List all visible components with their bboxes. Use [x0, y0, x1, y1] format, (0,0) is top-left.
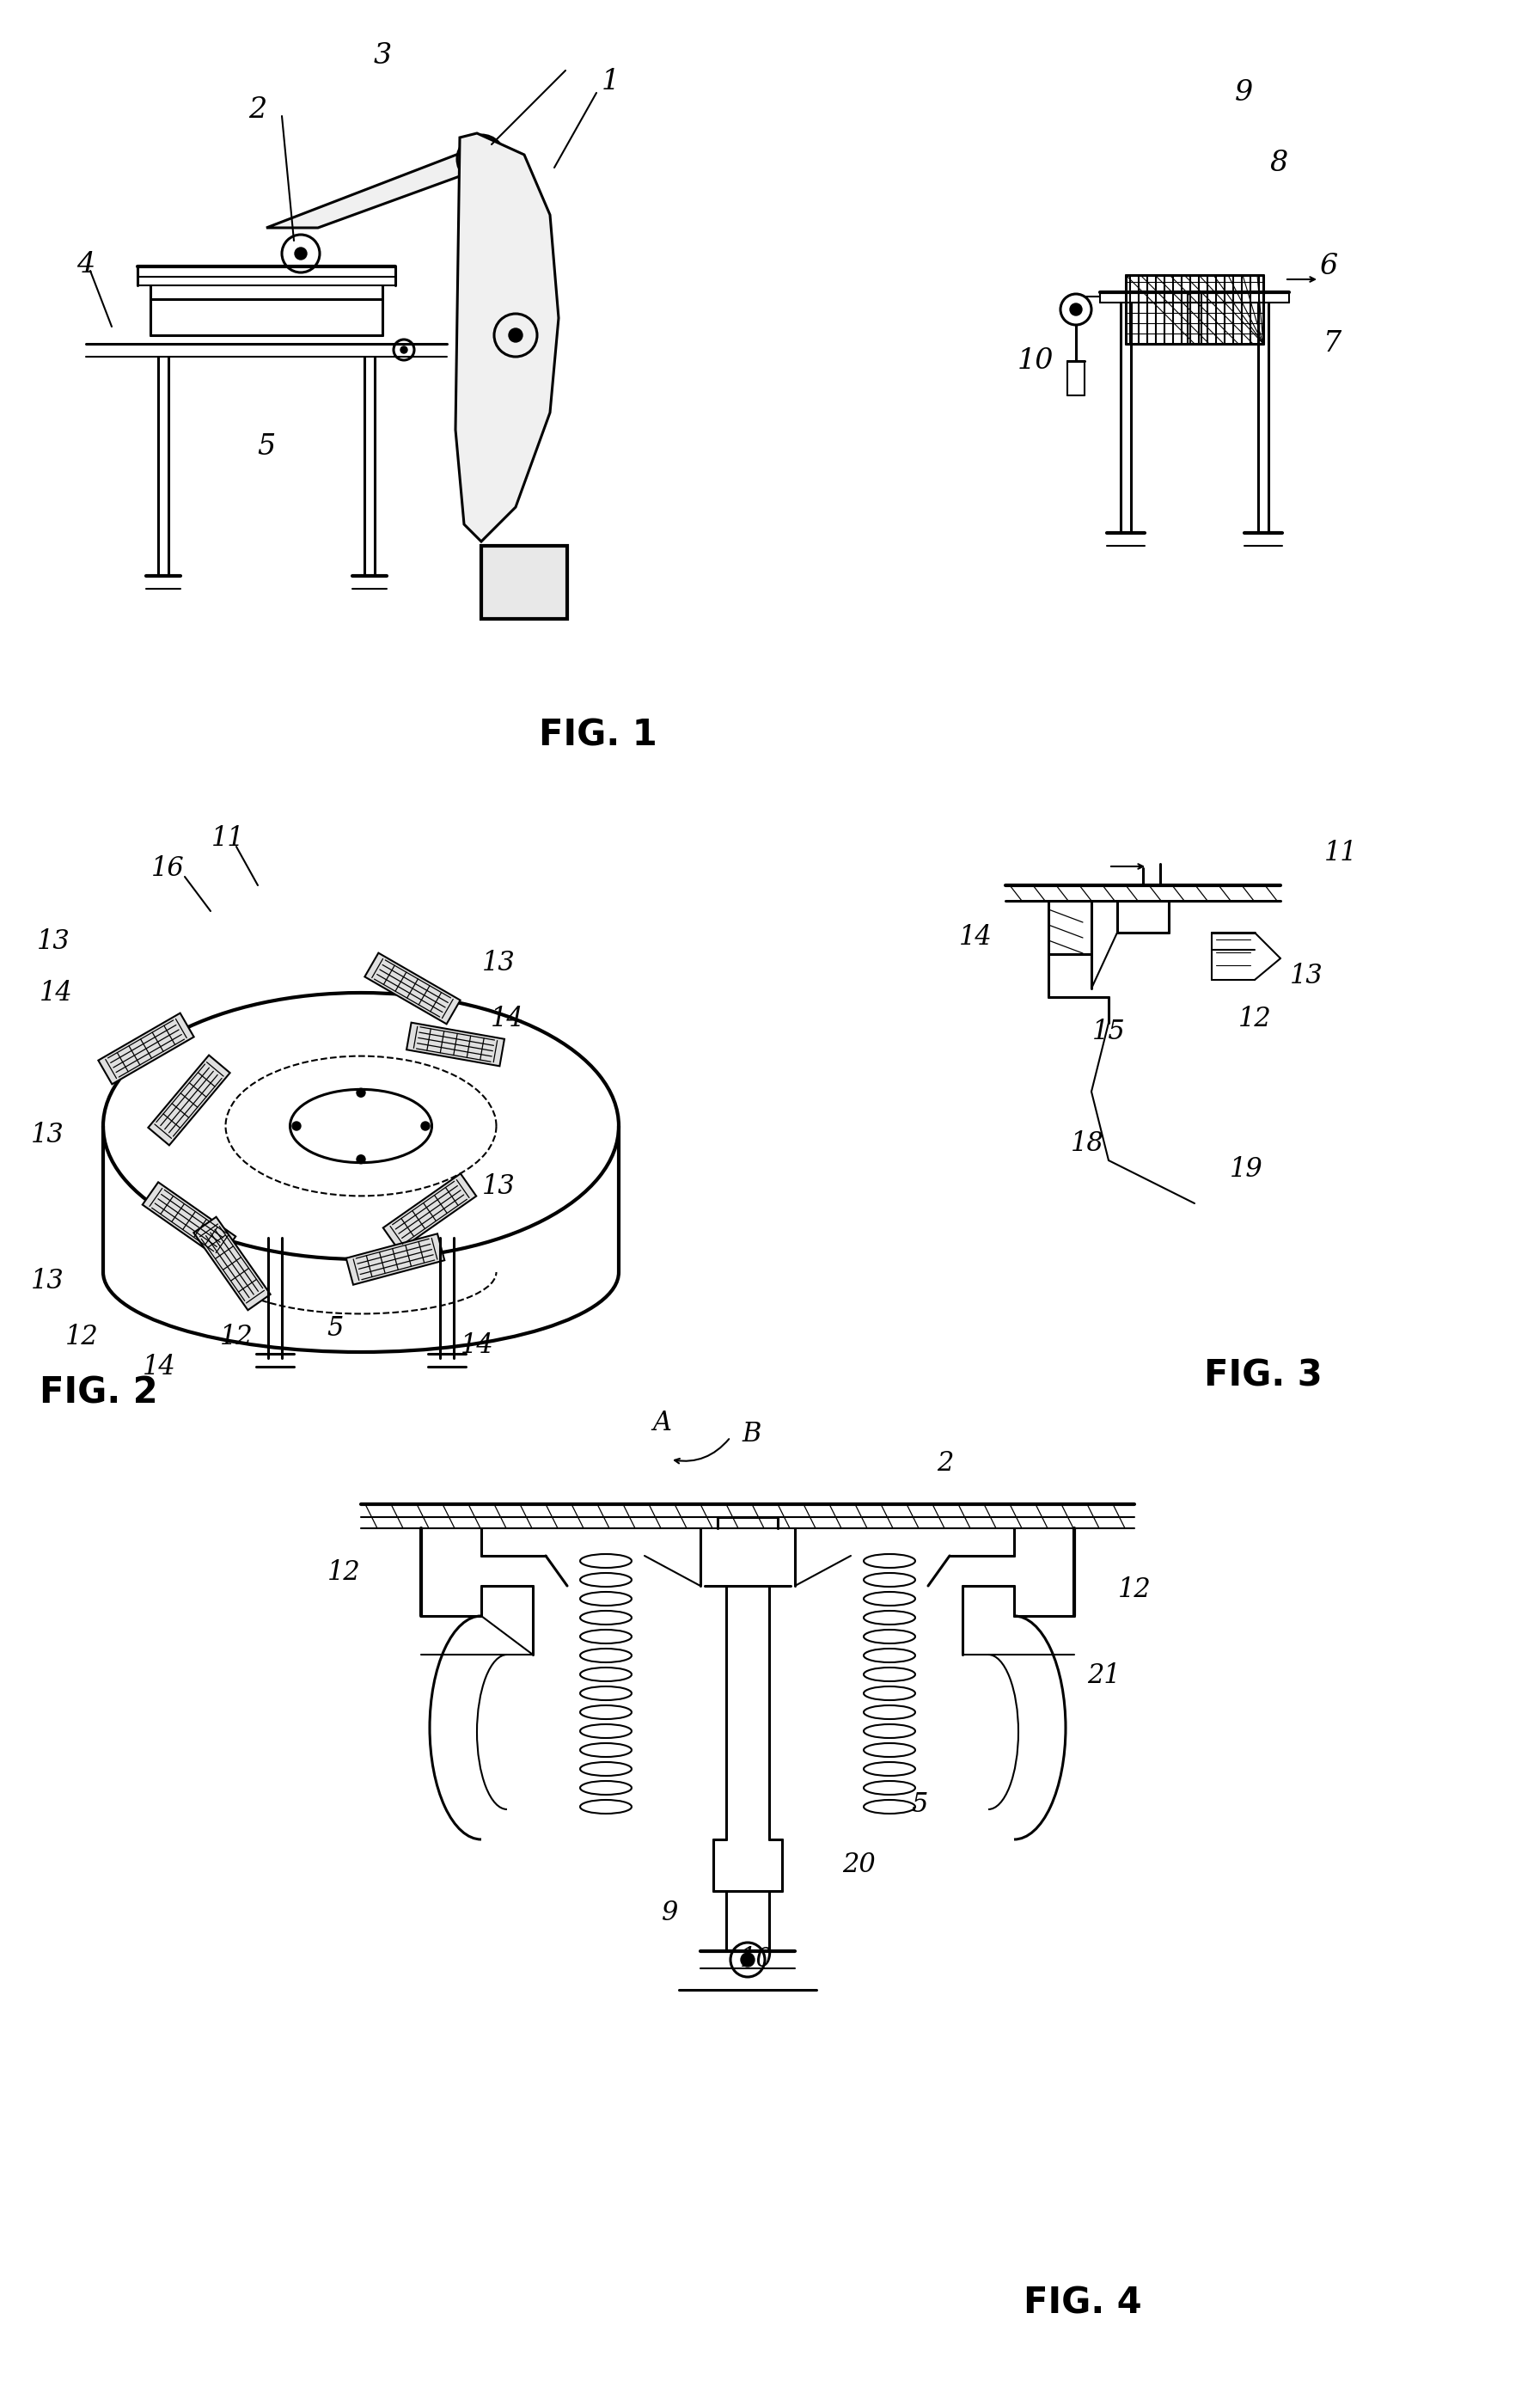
Text: 18: 18 [1070, 1130, 1104, 1157]
Text: 14: 14 [39, 979, 72, 1005]
Polygon shape [194, 1217, 271, 1311]
Text: 2: 2 [248, 96, 266, 123]
Text: 12: 12 [65, 1323, 99, 1349]
Text: 20: 20 [842, 1852, 876, 1878]
Text: B: B [742, 1421, 762, 1448]
Circle shape [293, 1121, 300, 1130]
Text: 6: 6 [1320, 253, 1337, 281]
Circle shape [508, 329, 522, 342]
Text: 14: 14 [959, 924, 992, 950]
Polygon shape [482, 546, 567, 618]
Text: 14: 14 [490, 1005, 524, 1032]
Text: 16: 16 [151, 854, 185, 883]
Text: A: A [653, 1409, 671, 1436]
Polygon shape [143, 1183, 236, 1258]
Text: FIG. 2: FIG. 2 [40, 1373, 159, 1409]
Text: 10: 10 [1018, 346, 1053, 375]
Text: 10: 10 [739, 1946, 773, 1972]
Text: FIG. 3: FIG. 3 [1204, 1356, 1323, 1392]
Circle shape [1070, 303, 1083, 315]
Text: 13: 13 [37, 928, 69, 955]
Text: 13: 13 [31, 1121, 65, 1147]
Polygon shape [148, 1056, 229, 1145]
Circle shape [294, 248, 306, 260]
Polygon shape [346, 1234, 445, 1284]
Text: 4: 4 [77, 250, 95, 279]
Circle shape [357, 1154, 365, 1164]
Polygon shape [266, 142, 507, 228]
Text: 9: 9 [1235, 79, 1254, 106]
Text: 5: 5 [912, 1792, 929, 1818]
Text: 19: 19 [1229, 1157, 1263, 1183]
Circle shape [357, 1089, 365, 1097]
Text: 8: 8 [1269, 149, 1287, 178]
Text: 13: 13 [482, 950, 514, 976]
Text: FIG. 1: FIG. 1 [539, 717, 658, 753]
Circle shape [474, 152, 488, 166]
Circle shape [420, 1121, 430, 1130]
Polygon shape [456, 132, 559, 541]
Text: 3: 3 [373, 43, 391, 70]
Polygon shape [383, 1174, 476, 1251]
Text: 11: 11 [1324, 839, 1357, 866]
Polygon shape [99, 1013, 194, 1085]
Text: 9: 9 [662, 1900, 679, 1926]
Text: 5: 5 [326, 1316, 343, 1342]
Circle shape [741, 1953, 755, 1967]
Text: 1: 1 [601, 67, 619, 96]
Text: 13: 13 [31, 1267, 65, 1294]
Text: 15: 15 [1092, 1017, 1126, 1044]
Text: 12: 12 [1238, 1005, 1272, 1032]
Text: FIG. 4: FIG. 4 [1024, 2285, 1143, 2321]
Text: 12: 12 [1118, 1578, 1150, 1604]
Text: 11: 11 [211, 825, 245, 851]
Text: 13: 13 [1289, 962, 1323, 988]
Text: 13: 13 [482, 1174, 514, 1200]
Circle shape [400, 346, 408, 354]
Text: 21: 21 [1087, 1662, 1121, 1688]
Text: 12: 12 [326, 1558, 360, 1587]
Text: 2: 2 [936, 1450, 953, 1477]
Text: 14: 14 [142, 1354, 176, 1380]
Polygon shape [407, 1022, 505, 1065]
Text: 12: 12 [220, 1323, 253, 1349]
Text: 7: 7 [1323, 329, 1341, 358]
Text: 5: 5 [257, 433, 276, 462]
Polygon shape [365, 952, 460, 1025]
Text: 14: 14 [460, 1332, 494, 1359]
